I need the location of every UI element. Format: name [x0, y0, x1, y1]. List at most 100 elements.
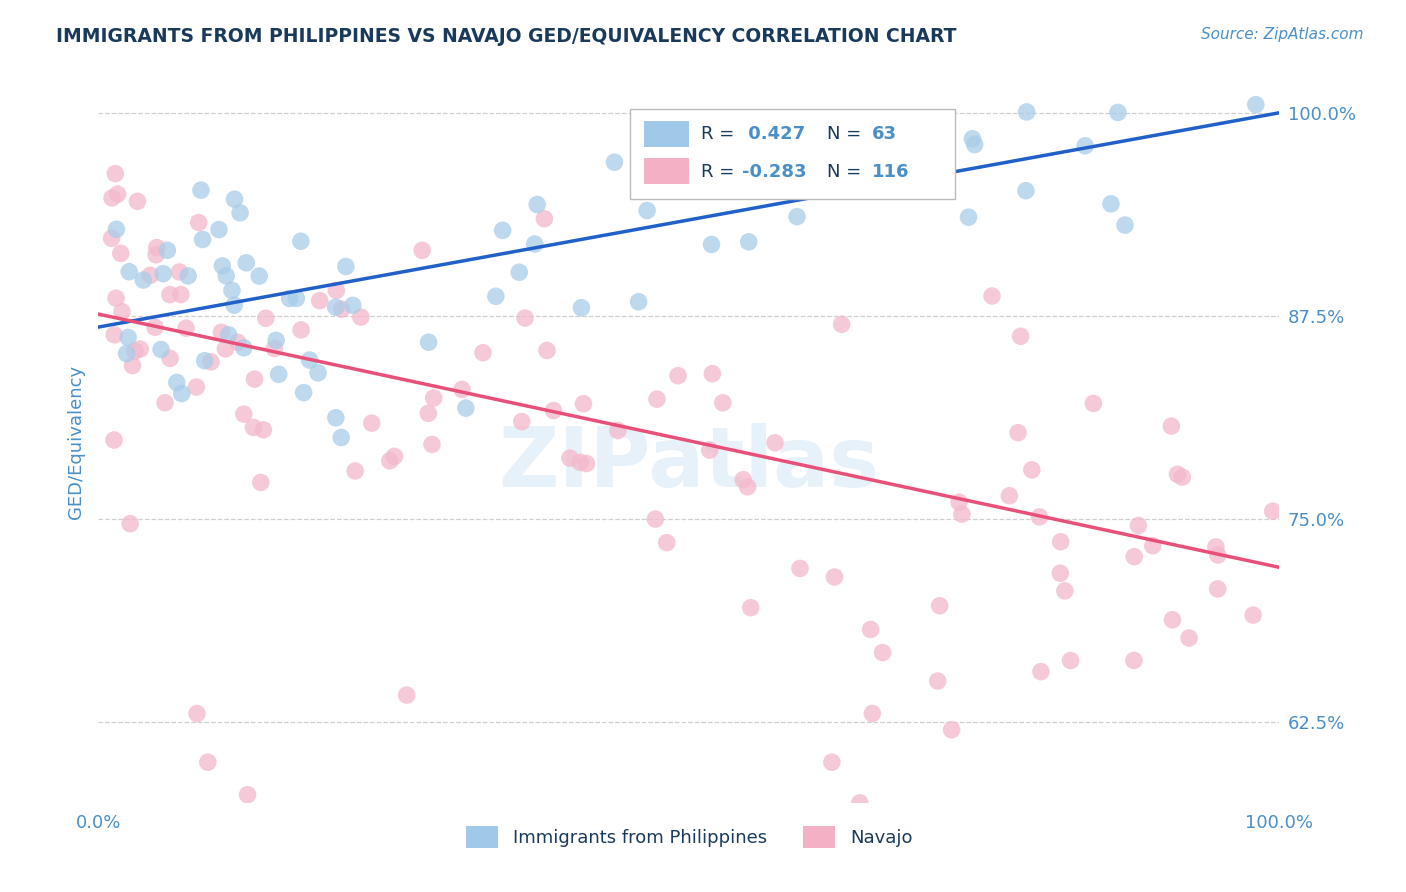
Point — [308, 293, 330, 308]
Text: R =: R = — [700, 126, 740, 144]
Point — [224, 192, 246, 206]
Text: 0.427: 0.427 — [742, 126, 806, 144]
Point — [298, 353, 321, 368]
Point — [699, 443, 721, 458]
Point — [451, 383, 474, 397]
Point — [738, 235, 761, 249]
Point — [1114, 218, 1136, 232]
Point — [132, 273, 155, 287]
Point — [124, 344, 146, 359]
Point — [103, 433, 125, 447]
Point — [998, 489, 1021, 503]
Point — [127, 194, 149, 209]
Point — [1107, 105, 1129, 120]
Point — [107, 187, 129, 202]
Point — [1123, 549, 1146, 564]
Point — [200, 355, 222, 369]
Point — [335, 260, 357, 274]
Point — [105, 291, 128, 305]
Point — [325, 410, 347, 425]
Point — [208, 222, 231, 236]
Point — [103, 327, 125, 342]
Point — [242, 420, 264, 434]
Point — [254, 311, 277, 326]
Point — [166, 376, 188, 390]
Point — [1028, 509, 1050, 524]
Point — [740, 600, 762, 615]
Point — [211, 259, 233, 273]
Point — [1049, 534, 1071, 549]
Point — [120, 516, 142, 531]
Point — [1261, 504, 1284, 518]
Point — [378, 454, 401, 468]
Point — [344, 464, 367, 478]
Point — [627, 294, 650, 309]
Point — [1015, 184, 1038, 198]
Point — [129, 342, 152, 356]
Text: N =: N = — [827, 163, 868, 181]
Point — [860, 706, 883, 721]
Point — [1128, 518, 1150, 533]
Point — [558, 451, 581, 466]
Point — [948, 495, 970, 509]
Point — [526, 197, 548, 211]
Point — [146, 241, 169, 255]
Point — [1206, 582, 1229, 596]
Point — [411, 244, 433, 258]
Point — [569, 455, 592, 469]
Point — [232, 407, 254, 421]
Text: IMMIGRANTS FROM PHILIPPINES VS NAVAJO GED/EQUIVALENCY CORRELATION CHART: IMMIGRANTS FROM PHILIPPINES VS NAVAJO GE… — [56, 27, 956, 45]
Point — [215, 268, 238, 283]
Point — [292, 385, 315, 400]
Point — [422, 391, 444, 405]
Point — [221, 284, 243, 298]
Point — [156, 244, 179, 258]
Point — [1015, 105, 1038, 120]
Point — [110, 246, 132, 260]
Point — [872, 646, 894, 660]
Point — [224, 298, 246, 312]
Point — [285, 292, 308, 306]
Point — [1029, 665, 1052, 679]
Point — [214, 342, 236, 356]
Point — [177, 268, 200, 283]
Point — [1205, 540, 1227, 554]
Point — [325, 284, 347, 298]
Point — [1166, 467, 1188, 482]
Point — [187, 215, 209, 229]
Point — [267, 368, 290, 382]
Point — [1099, 197, 1122, 211]
Point — [572, 397, 595, 411]
Text: 63: 63 — [872, 126, 897, 144]
Point — [737, 480, 759, 494]
Point — [1007, 425, 1029, 440]
Point — [101, 191, 124, 205]
Point — [957, 210, 980, 224]
Point — [963, 137, 986, 152]
Point — [350, 310, 373, 324]
Point — [927, 673, 949, 688]
Point — [264, 334, 287, 348]
Point — [218, 327, 240, 342]
Point — [941, 723, 963, 737]
Point — [571, 301, 593, 315]
Point — [169, 265, 191, 279]
Point — [170, 287, 193, 301]
Point — [145, 248, 167, 262]
Point — [508, 265, 530, 279]
Point — [117, 330, 139, 344]
Point — [644, 512, 666, 526]
Point — [849, 796, 872, 810]
Point — [325, 300, 347, 314]
Point — [152, 267, 174, 281]
Point — [666, 368, 689, 383]
Point — [859, 623, 882, 637]
Point — [789, 561, 811, 575]
Point — [418, 406, 440, 420]
Point — [235, 256, 257, 270]
Point — [360, 416, 382, 430]
Point — [249, 475, 271, 490]
Point — [702, 367, 724, 381]
Point — [1049, 566, 1071, 581]
Point — [186, 380, 208, 394]
